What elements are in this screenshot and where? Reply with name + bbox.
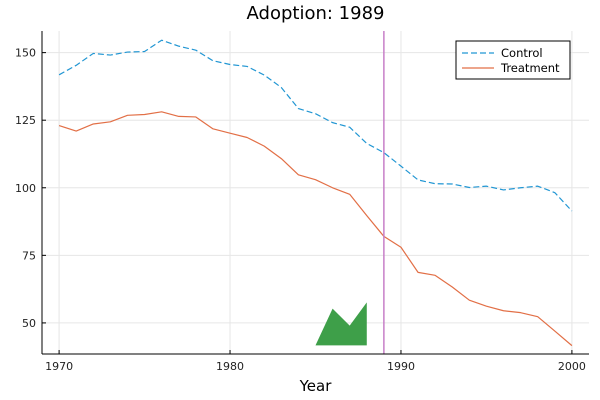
y-tick-label: 150 [15,47,36,60]
y-tick-label: 75 [22,249,36,262]
y-tick-label: 50 [22,317,36,330]
y-tick-label: 100 [15,182,36,195]
x-tick-label: 2000 [558,360,586,373]
legend-box [455,40,571,80]
tick-labels: 1970 1980 1990 2000 50 75 100 125 150 [15,47,586,373]
x-axis-label: Year [299,377,333,395]
chart-title: Adoption: 1989 [247,3,385,24]
legend-label-control: Control [501,46,543,60]
axes [41,31,589,355]
series-line-treatment [58,111,573,347]
plot-content [58,31,573,354]
x-tick-label: 1970 [45,360,73,373]
x-tick-label: 1990 [387,360,415,373]
legend-label-treatment: Treatment [500,61,560,75]
y-tick-label: 125 [15,114,36,127]
filled-shape [315,302,367,346]
series-line-control [58,39,573,212]
x-tick-label: 1980 [216,360,244,373]
